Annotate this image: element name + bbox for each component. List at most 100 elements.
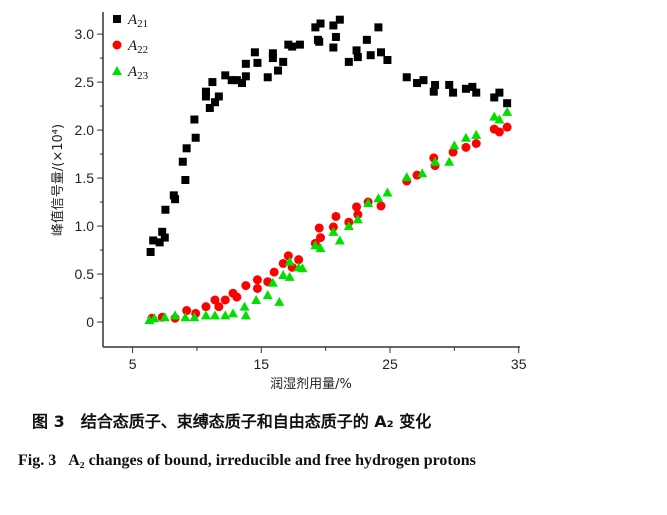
data-point-a23	[343, 221, 354, 231]
data-point-a23	[267, 277, 278, 287]
legend-label-a22: A22	[127, 38, 148, 56]
legend: A21 A22 A23	[112, 12, 149, 82]
y-tick-label: 2.5	[75, 74, 95, 90]
data-point-a21	[253, 58, 262, 67]
data-point-a21	[241, 59, 250, 68]
data-point-a21	[182, 144, 191, 153]
data-point-a21	[181, 175, 190, 184]
data-point-a22	[278, 258, 288, 268]
data-point-a21	[208, 78, 217, 87]
data-point-a21	[155, 238, 164, 247]
data-point-a23	[489, 111, 500, 121]
data-point-a21	[366, 51, 375, 60]
data-point-a23	[430, 156, 441, 166]
legend-subscript: 23	[137, 70, 149, 82]
data-point-a23	[189, 312, 200, 322]
data-point-a23	[310, 240, 321, 250]
data-point-a23	[274, 296, 285, 306]
data-point-a22	[220, 295, 230, 305]
data-point-a23	[278, 270, 289, 280]
data-point-a23	[180, 312, 191, 322]
data-point-a21	[344, 57, 353, 66]
legend-subscript: 22	[137, 44, 148, 56]
data-point-a22	[182, 306, 192, 316]
data-point-a21	[353, 53, 362, 62]
data-point-a21	[362, 35, 371, 44]
data-point-a21	[445, 80, 454, 89]
data-point-a23	[449, 140, 460, 150]
data-point-a21	[146, 247, 155, 256]
data-point-a21	[221, 71, 230, 80]
data-point-a22	[201, 302, 211, 312]
data-point-a21	[201, 92, 210, 101]
data-point-a21	[468, 82, 477, 91]
x-axis-label: 润湿剂用量/%	[270, 377, 352, 392]
data-point-a21	[268, 49, 277, 58]
data-point-a21	[377, 48, 385, 57]
data-point-a22	[471, 139, 481, 149]
data-point-a21	[190, 115, 199, 124]
data-point-a21	[191, 133, 200, 142]
data-point-a21	[263, 73, 272, 82]
y-tick-label: 2.0	[75, 122, 95, 138]
y-tick-label: 1.0	[75, 218, 95, 234]
data-point-a22	[283, 251, 293, 261]
data-point-a21	[160, 233, 169, 242]
data-point-a21	[449, 88, 458, 97]
data-point-a21	[431, 80, 440, 89]
data-point-a22	[252, 283, 262, 293]
data-point-a21	[490, 93, 499, 102]
data-point-a21	[238, 79, 246, 88]
data-point-a21	[331, 32, 340, 41]
data-point-a23	[284, 271, 295, 281]
data-point-a22	[314, 223, 324, 233]
data-point-a22	[376, 201, 386, 211]
figure-caption-chinese: 图 3 结合态质子、束缚态质子和自由态质子的 A₂ 变化	[32, 412, 432, 431]
data-point-a21	[171, 195, 180, 204]
data-point-a21	[274, 66, 283, 75]
data-point-a21	[227, 76, 236, 85]
x-tick-label: 25	[382, 356, 398, 372]
data-point-a23	[471, 129, 482, 139]
data-point-a21	[205, 103, 214, 112]
data-point-a23	[240, 310, 251, 320]
data-point-a23	[227, 308, 238, 318]
data-point-a21	[232, 76, 241, 85]
y-tick-label: 0.5	[75, 266, 95, 282]
data-points	[144, 15, 513, 325]
data-point-a23	[149, 313, 160, 323]
data-point-a22	[494, 127, 504, 137]
data-point-a21	[158, 227, 167, 236]
data-point-a23	[382, 187, 393, 197]
data-point-a22	[461, 142, 471, 152]
data-point-a21	[429, 87, 438, 96]
data-point-a21	[149, 236, 158, 245]
data-point-a23	[328, 226, 339, 236]
data-point-a23	[460, 132, 471, 142]
data-point-a23	[352, 214, 363, 224]
data-point-a21	[311, 23, 320, 32]
data-point-a23	[200, 310, 211, 320]
y-tick-label: 3.0	[75, 26, 95, 42]
data-point-a23	[417, 168, 428, 178]
data-point-a23	[444, 156, 455, 166]
data-point-a23	[159, 312, 170, 322]
data-point-a22	[214, 302, 224, 312]
data-point-a21	[329, 43, 338, 52]
data-point-a21	[315, 37, 324, 46]
data-point-a22	[252, 275, 262, 285]
legend-label-a21: A21	[127, 12, 148, 30]
data-point-a21	[461, 84, 470, 93]
data-point-a23	[502, 106, 513, 116]
legend-marker-a23	[112, 66, 122, 75]
data-point-a21	[329, 21, 338, 30]
data-point-a23	[401, 172, 412, 182]
y-axis-label: 峰值信号量/(×10⁴)	[50, 124, 66, 236]
data-point-a23	[262, 290, 273, 300]
data-point-a21	[495, 88, 504, 97]
data-point-a23	[373, 193, 384, 203]
data-point-a23	[315, 243, 326, 253]
data-point-a21	[288, 42, 297, 51]
data-point-a21	[268, 54, 277, 63]
x-tick-label: 15	[254, 356, 270, 372]
